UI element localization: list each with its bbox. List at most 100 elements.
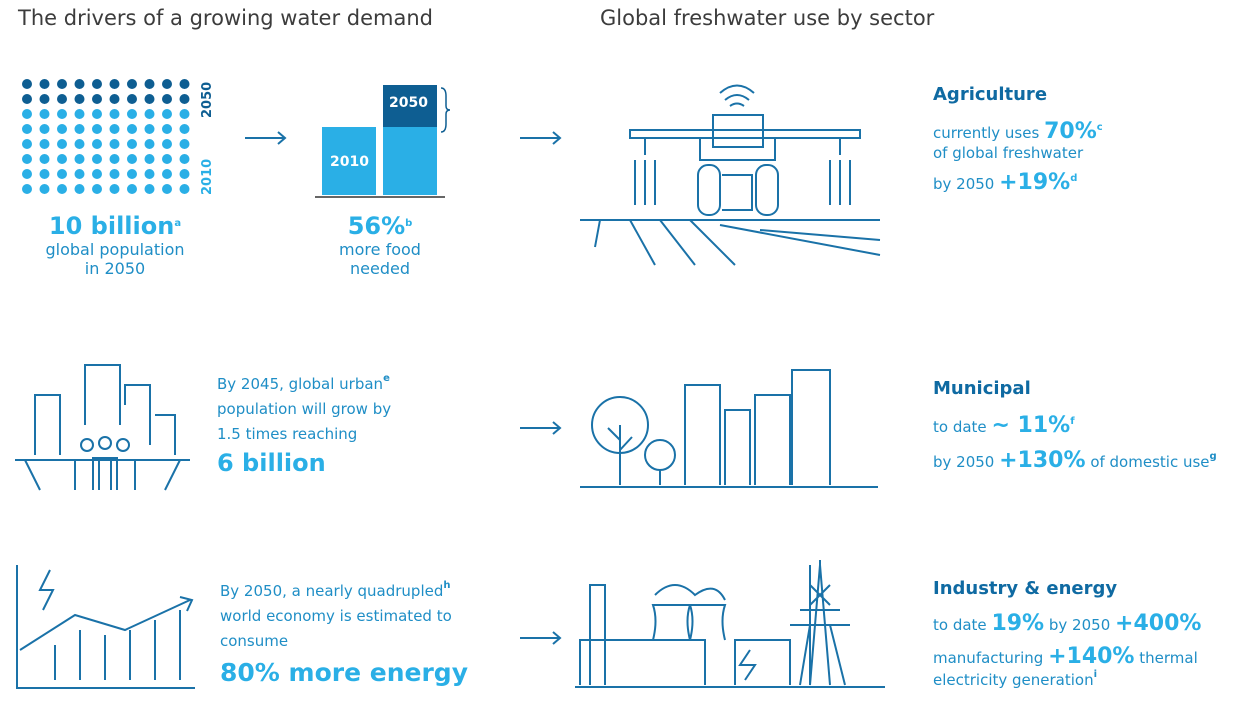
footnote: i [1093, 669, 1098, 680]
dot [109, 109, 120, 119]
dot [22, 154, 32, 164]
dot [57, 79, 67, 89]
dot [74, 94, 85, 104]
food-block: 56%b more food needed [300, 212, 460, 278]
dot [74, 109, 85, 119]
dot [109, 169, 120, 179]
dot [144, 94, 155, 104]
bar-label: 2050 [389, 95, 428, 111]
dot [162, 154, 172, 164]
dot [127, 154, 137, 164]
footnote: c [1096, 122, 1103, 133]
year-label: 2010 [200, 158, 215, 195]
text: by 2050 [933, 453, 995, 471]
dot [39, 154, 50, 164]
municipal-block: Municipal to date ~ 11%f by 2050 +130% o… [933, 378, 1217, 473]
dot [39, 124, 50, 134]
dot [162, 79, 172, 89]
dot [144, 124, 155, 134]
dot [92, 94, 102, 104]
factory-icon [575, 560, 885, 688]
dot [144, 154, 155, 164]
dot [74, 169, 85, 179]
value: 6 billion [217, 449, 326, 477]
dot [92, 109, 102, 119]
growth: +400% [1115, 611, 1202, 636]
crowd-icon [15, 364, 190, 491]
dot [92, 169, 102, 179]
text: manufacturing [933, 649, 1044, 667]
text: thermal [1139, 649, 1198, 667]
dot [74, 154, 85, 164]
dot [162, 109, 172, 119]
text: by 2050 [933, 175, 995, 193]
dot [144, 169, 155, 179]
dot [179, 94, 190, 104]
dot [22, 184, 32, 194]
arrow [520, 421, 562, 435]
food-bars [315, 85, 451, 198]
economy-block: By 2050, a nearly quadrupledh world econ… [220, 573, 468, 685]
text: population will grow by [217, 400, 392, 418]
footnote: h [443, 580, 451, 591]
dot [39, 109, 50, 119]
text-line: in 2050 [84, 259, 146, 278]
dot [179, 169, 190, 179]
dot [144, 79, 155, 89]
dot [57, 154, 67, 164]
footnote: a [174, 218, 182, 229]
sector-name: Industry & energy [933, 578, 1118, 599]
sector-name: Municipal [933, 378, 1031, 399]
growth: +130% [999, 448, 1086, 473]
footnote: b [405, 218, 413, 229]
text: consume [220, 632, 289, 650]
dot [74, 124, 85, 134]
dot [162, 169, 172, 179]
arrow [520, 131, 562, 145]
dot [127, 109, 137, 119]
dot [22, 139, 32, 149]
dot [22, 124, 32, 134]
value: 80% more energy [220, 658, 468, 687]
left-title: The drivers of a growing water demand [18, 6, 433, 30]
dot [22, 169, 32, 179]
dot [162, 139, 172, 149]
dot [22, 79, 32, 89]
dot [179, 124, 190, 134]
bar-label: 2010 [330, 154, 369, 170]
dot [39, 79, 50, 89]
share: ~ 11% [991, 413, 1071, 438]
text: to date [933, 418, 987, 436]
dot [74, 79, 85, 89]
dot [57, 169, 67, 179]
dot [179, 154, 190, 164]
dot [39, 94, 50, 104]
dot [179, 109, 190, 119]
text: of global freshwater [933, 144, 1084, 162]
dot [109, 139, 120, 149]
city-icon [580, 369, 878, 488]
dot [74, 184, 85, 194]
arrow [520, 631, 562, 645]
text-line: global population [45, 240, 185, 259]
dot [127, 169, 137, 179]
footnote: f [1070, 416, 1075, 427]
sector-name: Agriculture [933, 84, 1048, 105]
dot [162, 184, 172, 194]
dot [57, 139, 67, 149]
text: world economy is estimated to [220, 607, 452, 625]
dot [127, 79, 137, 89]
text: of domestic use [1090, 453, 1210, 471]
dot [74, 139, 85, 149]
dot [179, 139, 190, 149]
text-line: needed [350, 259, 410, 278]
dot [162, 94, 172, 104]
dot [57, 124, 67, 134]
dot [109, 79, 120, 89]
growth: +19% [999, 170, 1071, 195]
dot [22, 94, 32, 104]
population-dots [22, 79, 190, 194]
dot [109, 124, 120, 134]
